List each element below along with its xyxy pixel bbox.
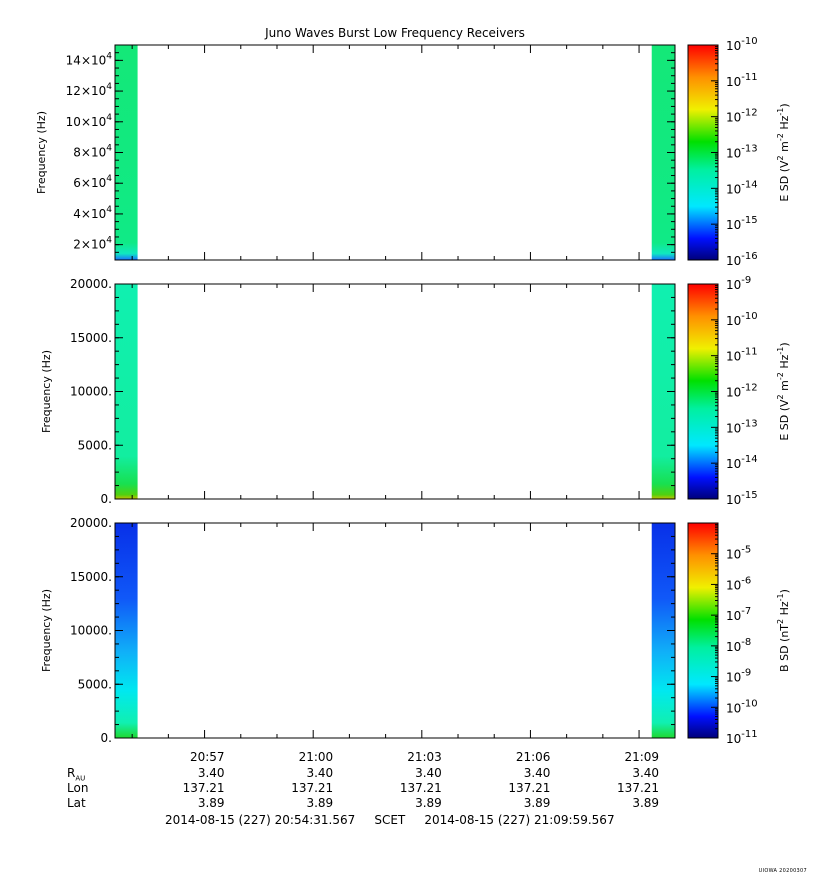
time-range-frame: SCET xyxy=(374,813,406,827)
y-tick-label: 0. xyxy=(101,731,112,745)
ephem-label-lon: Lon xyxy=(67,781,89,795)
y-tick-label: 10000. xyxy=(70,385,112,399)
ephem-value: 3.40 xyxy=(197,766,225,780)
ephem-value: 137.21 xyxy=(508,781,551,795)
plot-frame-middle xyxy=(114,283,676,500)
ephem-value: 137.21 xyxy=(399,781,442,795)
time-tick-label: 21:03 xyxy=(407,750,442,764)
chart-title: Juno Waves Burst Low Frequency Receivers xyxy=(264,26,525,40)
y-tick-label: 8×104 xyxy=(73,144,112,160)
panel-middle: 0. 5000. 10000. 15000. 20000. Frequency (Hz) 1… xyxy=(40,275,791,507)
colorbar-label: E SD (V2 m-2 Hz-1) xyxy=(776,342,791,440)
colorbar-tick-label: 10-8 xyxy=(726,637,751,654)
y-tick-label: 5000. xyxy=(78,438,112,452)
y-axis-label: Frequency (Hz) xyxy=(40,589,53,672)
colorbar-label: E SD (V2 m-2 Hz-1) xyxy=(776,103,791,201)
ephem-value: 3.89 xyxy=(306,796,334,810)
plot-frame-top xyxy=(114,44,676,261)
data-block-top-0 xyxy=(114,45,138,260)
colorbar-tick-label: 10-7 xyxy=(726,606,751,623)
colorbar-tick-label: 10-14 xyxy=(726,454,758,471)
ephem-r-label: R xyxy=(67,766,76,780)
panel-top: 2×104 4×104 6×104 8×104 10×104 12×104 14×104 Fr… xyxy=(35,36,791,268)
colorbar-tick-label: 10-11 xyxy=(726,347,758,364)
colorbar-tick-label: 10-15 xyxy=(726,490,758,507)
y-tick-label: 4×104 xyxy=(73,205,112,221)
colorbar-tick-label: 10-10 xyxy=(726,311,758,328)
credit-stamp: UIOWA 20200307 xyxy=(758,868,807,874)
colorbar-tick-label: 10-6 xyxy=(726,575,751,592)
colorbar-tick-label: 10-10 xyxy=(726,36,758,53)
colorbar-tick-label: 10-14 xyxy=(726,179,758,196)
data-block-top-1 xyxy=(651,45,675,260)
ephem-value: 137.21 xyxy=(291,781,334,795)
ephem-r-sub: AU xyxy=(75,774,86,783)
colorbar-tick-label: 10-12 xyxy=(726,108,758,125)
colorbar-tick-label: 10-5 xyxy=(726,545,751,562)
colorbar-tick-label: 10-11 xyxy=(726,729,758,746)
colorbar-label: B SD (nT2 Hz-1) xyxy=(776,589,791,672)
ephem-value: 3.40 xyxy=(632,766,660,780)
ephem-label-lat: Lat xyxy=(67,796,86,810)
y-tick-label: 20000. xyxy=(70,516,112,530)
colorbar-tick-label: 10-9 xyxy=(726,668,751,685)
ephem-value: 3.89 xyxy=(415,796,442,810)
colorbar-bottom xyxy=(687,522,719,739)
time-tick-label: 21:06 xyxy=(515,750,551,764)
panel-bottom: 0. 5000. 10000. 15000. 20000. Frequency (Hz) 1… xyxy=(40,516,791,746)
y-axis-label: Frequency (Hz) xyxy=(35,111,48,194)
time-tick-label: 21:09 xyxy=(624,750,660,764)
colorbar-tick-label: 10-10 xyxy=(726,698,758,715)
ephem-value: 3.89 xyxy=(523,796,551,810)
colorbar-tick-label: 10-16 xyxy=(726,251,758,268)
ephem-value: 137.21 xyxy=(182,781,225,795)
ephem-label-r: RAU xyxy=(67,766,85,782)
y-tick-label: 15000. xyxy=(70,331,112,345)
ephem-value: 3.40 xyxy=(415,766,442,780)
y-tick-label: 14×104 xyxy=(66,51,113,67)
y-tick-label: 5000. xyxy=(78,677,112,691)
colorbar-tick-label: 10-11 xyxy=(726,72,758,89)
colorbar-tick-label: 10-13 xyxy=(726,144,758,161)
colorbar-tick-label: 10-13 xyxy=(726,418,758,435)
colorbar-tick-label: 10-12 xyxy=(726,383,758,400)
plot-frame-bottom xyxy=(114,522,676,739)
y-tick-label: 6×104 xyxy=(73,174,112,190)
time-range-end: 2014-08-15 (227) 21:09:59.567 xyxy=(424,813,615,827)
time-range: 2014-08-15 (227) 20:54:31.567 SCET 2014-… xyxy=(165,813,615,827)
colorbar-tick-label: 10-15 xyxy=(726,215,758,232)
ephem-value: 137.21 xyxy=(617,781,660,795)
ephem-value: 3.89 xyxy=(197,796,225,810)
time-tick-label: 21:00 xyxy=(298,750,334,764)
y-tick-label: 15000. xyxy=(70,570,112,584)
y-tick-label: 10000. xyxy=(70,624,112,638)
y-tick-label: 12×104 xyxy=(66,82,113,98)
time-tick-label: 20:57 xyxy=(189,750,225,764)
y-tick-label: 0. xyxy=(101,492,112,506)
ephem-value: 3.40 xyxy=(523,766,551,780)
y-tick-label: 20000. xyxy=(70,277,112,291)
colorbar-tick-label: 10-9 xyxy=(726,275,751,292)
ephem-value: 3.40 xyxy=(306,766,334,780)
ephem-value: 3.89 xyxy=(632,796,660,810)
time-range-start: 2014-08-15 (227) 20:54:31.567 xyxy=(165,813,356,827)
y-tick-label: 10×104 xyxy=(66,113,113,129)
y-axis-label: Frequency (Hz) xyxy=(40,350,53,433)
y-tick-label: 2×104 xyxy=(73,236,112,252)
